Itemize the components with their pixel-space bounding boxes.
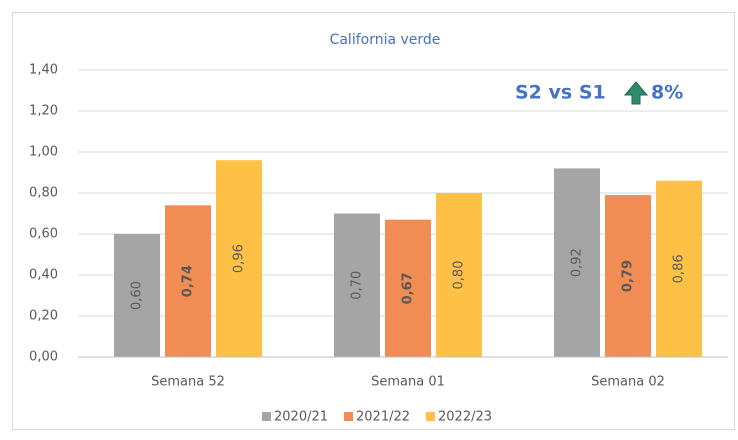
- value-label: 0,74: [181, 265, 196, 297]
- value-label: 0,70: [350, 271, 365, 300]
- y-tick-label: 0,60: [29, 227, 58, 242]
- value-label: 0,96: [232, 244, 247, 273]
- legend-swatch: [344, 412, 353, 421]
- x-tick-label: Semana 01: [371, 375, 445, 390]
- bar: [216, 160, 262, 357]
- y-tick-label: 0,00: [29, 350, 58, 365]
- bar: [554, 168, 600, 357]
- bar: [114, 234, 160, 357]
- x-tick-label: Semana 52: [151, 375, 225, 390]
- legend-label: 2020/21: [274, 410, 328, 425]
- value-label: 0,80: [452, 261, 467, 290]
- y-tick-label: 1,00: [29, 145, 58, 160]
- y-tick-label: 0,20: [29, 309, 58, 324]
- bar: [656, 180, 702, 357]
- bar: [605, 195, 651, 357]
- bar: [385, 219, 431, 357]
- y-tick-label: 1,20: [29, 104, 58, 119]
- value-label: 0,67: [401, 272, 416, 304]
- x-tick-label: Semana 02: [591, 375, 665, 390]
- bar: [436, 193, 482, 357]
- value-label: 0,92: [570, 248, 585, 277]
- value-label: 0,79: [621, 260, 636, 292]
- value-label: 0,60: [130, 281, 145, 310]
- legend-swatch: [426, 412, 435, 421]
- y-tick-label: 0,80: [29, 186, 58, 201]
- annotation: S2 vs S1: [515, 82, 606, 104]
- y-tick-label: 0,40: [29, 268, 58, 283]
- legend-label: 2021/22: [356, 410, 410, 425]
- value-label: 0,86: [672, 254, 687, 283]
- annotation: 8%: [651, 82, 683, 104]
- y-tick-label: 1,40: [29, 63, 58, 78]
- arrow-icon: [623, 81, 649, 105]
- bar: [165, 205, 211, 357]
- bar: [334, 213, 380, 357]
- legend-label: 2022/23: [438, 410, 492, 425]
- legend-swatch: [262, 412, 271, 421]
- chart-title: California verde: [330, 32, 441, 48]
